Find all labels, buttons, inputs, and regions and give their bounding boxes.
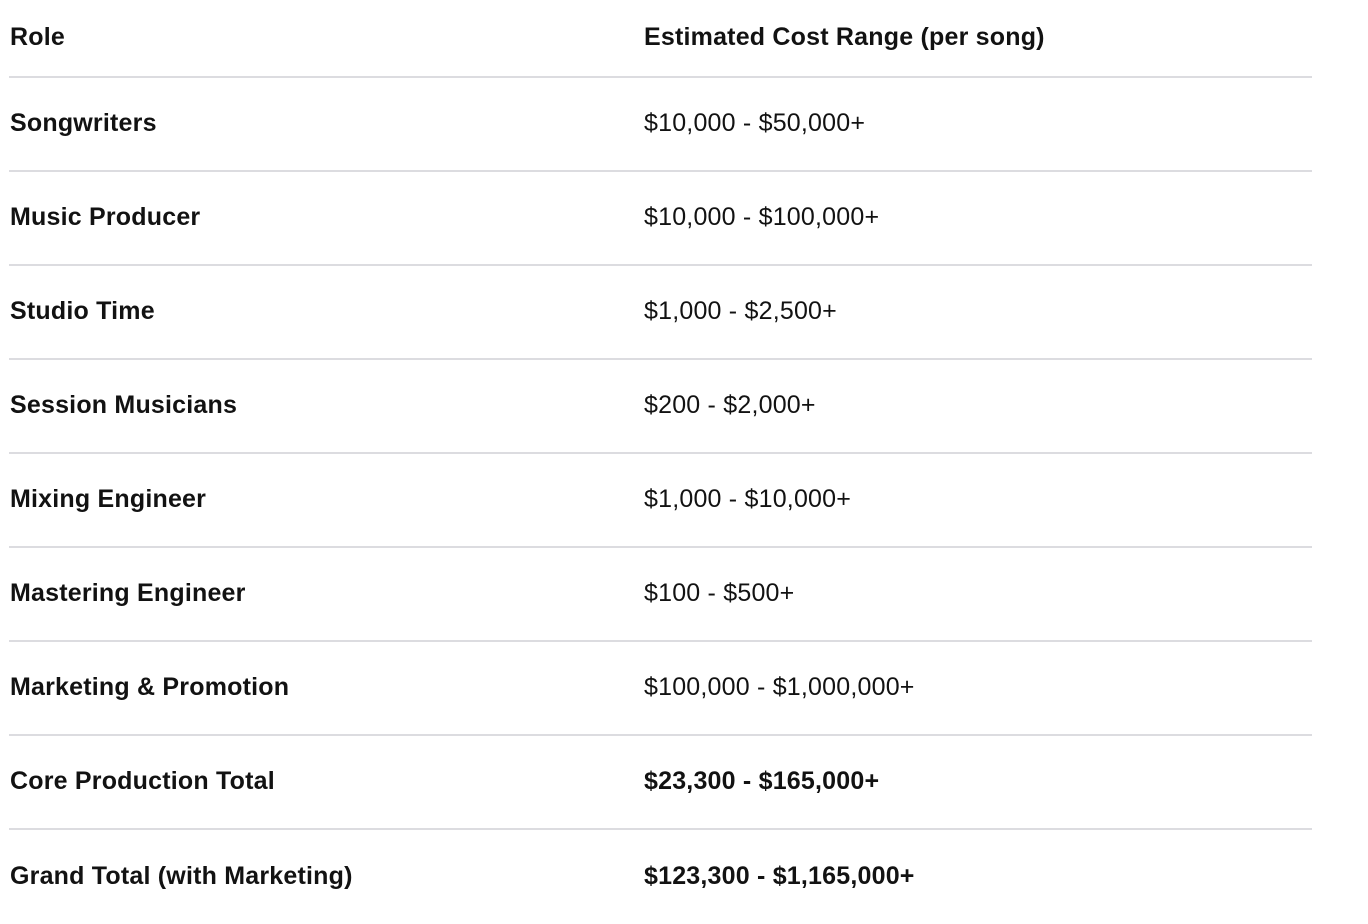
- cost-cell: $23,300 - $165,000+: [644, 767, 880, 796]
- table-row: Songwriters $10,000 - $50,000+: [9, 78, 1312, 172]
- cost-cell: $100 - $500+: [644, 579, 795, 608]
- cost-cell: $100,000 - $1,000,000+: [644, 673, 915, 702]
- table-row: Marketing & Promotion $100,000 - $1,000,…: [9, 642, 1312, 736]
- role-cell: Mastering Engineer: [10, 579, 246, 608]
- cost-cell: $123,300 - $1,165,000+: [644, 862, 915, 891]
- table-header-row: Role Estimated Cost Range (per song): [9, 0, 1312, 78]
- table-row: Mastering Engineer $100 - $500+: [9, 548, 1312, 642]
- cost-cell: $1,000 - $2,500+: [644, 297, 837, 326]
- table-row: Mixing Engineer $1,000 - $10,000+: [9, 454, 1312, 548]
- role-cell: Mixing Engineer: [10, 485, 207, 514]
- role-cell: Grand Total (with Marketing): [10, 862, 353, 891]
- column-header-cost-range: Estimated Cost Range (per song): [644, 23, 1045, 52]
- table-row: Grand Total (with Marketing) $123,300 - …: [9, 830, 1312, 924]
- table-row: Studio Time $1,000 - $2,500+: [9, 266, 1312, 360]
- cost-cell: $10,000 - $50,000+: [644, 109, 866, 138]
- role-cell: Core Production Total: [10, 767, 275, 796]
- cost-cell: $200 - $2,000+: [644, 391, 816, 420]
- role-cell: Studio Time: [10, 297, 155, 326]
- role-cell: Marketing & Promotion: [10, 673, 290, 702]
- cost-cell: $10,000 - $100,000+: [644, 203, 880, 232]
- role-cell: Music Producer: [10, 203, 201, 232]
- role-cell: Songwriters: [10, 109, 157, 138]
- table-row: Music Producer $10,000 - $100,000+: [9, 172, 1312, 266]
- table-row: Core Production Total $23,300 - $165,000…: [9, 736, 1312, 830]
- column-header-role: Role: [10, 23, 65, 52]
- role-cell: Session Musicians: [10, 391, 238, 420]
- cost-table: Role Estimated Cost Range (per song) Son…: [9, 0, 1312, 924]
- table-body: Songwriters $10,000 - $50,000+ Music Pro…: [9, 78, 1312, 924]
- table-row: Session Musicians $200 - $2,000+: [9, 360, 1312, 454]
- cost-cell: $1,000 - $10,000+: [644, 485, 852, 514]
